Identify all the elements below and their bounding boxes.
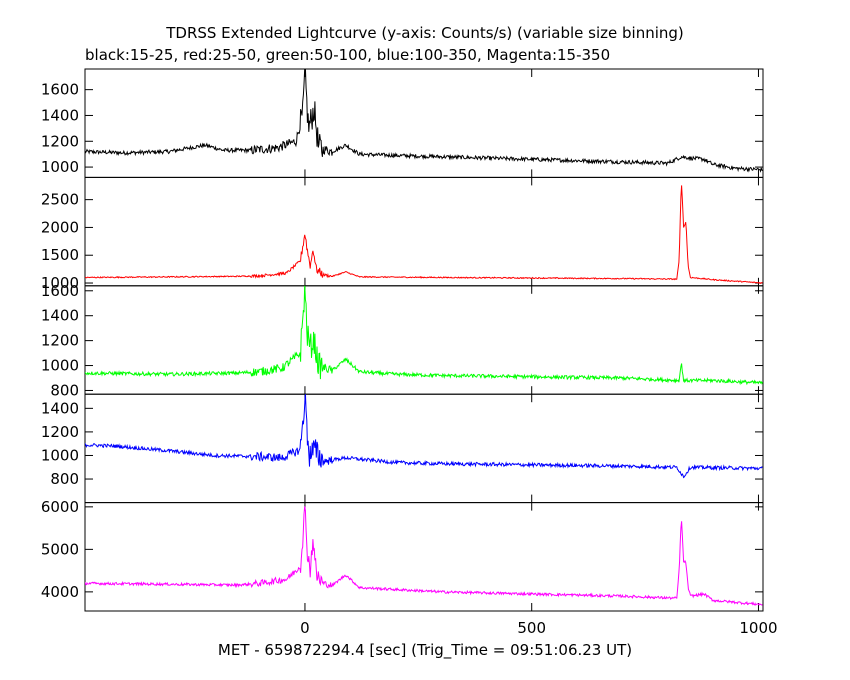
x-tick-label: 1000 xyxy=(739,619,777,637)
series-line-4 xyxy=(85,394,763,479)
y-tick-label: 1200 xyxy=(41,132,79,150)
y-tick-label: 2000 xyxy=(41,218,79,236)
series-line-2 xyxy=(85,185,763,285)
y-tick-label: 1000 xyxy=(41,274,79,292)
series-line-5 xyxy=(85,506,763,606)
panel-frame-2 xyxy=(84,176,764,287)
y-tick-label: 1400 xyxy=(41,307,79,325)
y-tick-label: 1600 xyxy=(41,81,79,99)
x-tick-label: 500 xyxy=(517,619,546,637)
y-tick-label: 1400 xyxy=(41,399,79,417)
chart-title: TDRSS Extended Lightcurve (y-axis: Count… xyxy=(165,24,684,42)
panel-frame-3 xyxy=(84,285,764,395)
x-axis-label: MET - 659872294.4 [sec] (Trig_Time = 09:… xyxy=(218,641,632,660)
panel-frame-4 xyxy=(84,393,764,504)
panel-group: 1000120014001600100015002000250080010001… xyxy=(41,68,778,637)
x-tick-label: 0 xyxy=(300,619,310,637)
y-tick-label: 1000 xyxy=(41,357,79,375)
y-tick-label: 4000 xyxy=(41,583,79,601)
y-tick-label: 5000 xyxy=(41,540,79,558)
y-tick-label: 1400 xyxy=(41,106,79,124)
y-tick-label: 1600 xyxy=(41,282,79,300)
series-line-3 xyxy=(85,285,763,386)
y-tick-label: 800 xyxy=(50,381,79,399)
y-tick-label: 1000 xyxy=(41,158,79,176)
y-tick-label: 6000 xyxy=(41,498,79,516)
y-tick-label: 1000 xyxy=(41,446,79,464)
y-tick-label: 1200 xyxy=(41,423,79,441)
y-tick-label: 1200 xyxy=(41,332,79,350)
y-tick-label: 800 xyxy=(50,470,79,488)
panel-frame-5 xyxy=(84,502,764,612)
y-tick-label: 1500 xyxy=(41,246,79,264)
chart-subtitle: black:15-25, red:25-50, green:50-100, bl… xyxy=(85,46,610,64)
y-tick-label: 2500 xyxy=(41,191,79,209)
series-line-1 xyxy=(85,69,763,173)
